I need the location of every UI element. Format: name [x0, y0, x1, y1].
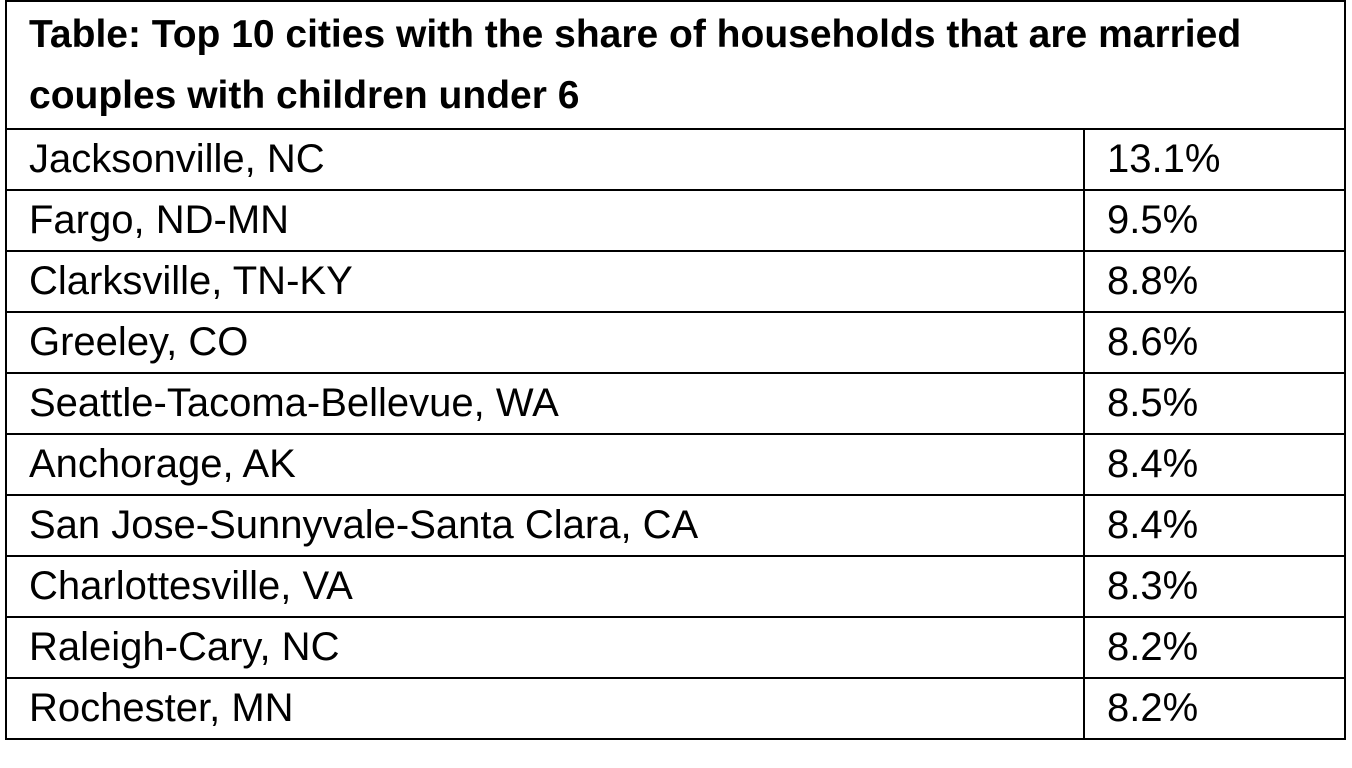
data-table: Table: Top 10 cities with the share of h… [5, 0, 1346, 740]
city-cell: Clarksville, TN-KY [5, 250, 1085, 313]
share-cell: 8.2% [1083, 677, 1346, 740]
city-cell: Anchorage, AK [5, 433, 1085, 496]
table-row: Clarksville, TN-KY 8.8% [5, 250, 1346, 313]
table-row: Jacksonville, NC 13.1% [5, 128, 1346, 191]
table-row: Charlottesville, VA 8.3% [5, 555, 1346, 618]
share-cell: 8.3% [1083, 555, 1346, 618]
share-cell: 8.4% [1083, 433, 1346, 496]
city-cell: Raleigh-Cary, NC [5, 616, 1085, 679]
city-cell: Rochester, MN [5, 677, 1085, 740]
table-row: Seattle-Tacoma-Bellevue, WA 8.5% [5, 372, 1346, 435]
share-cell: 8.6% [1083, 311, 1346, 374]
share-cell: 8.8% [1083, 250, 1346, 313]
share-cell: 9.5% [1083, 189, 1346, 252]
share-cell: 13.1% [1083, 128, 1346, 191]
table-row: Rochester, MN 8.2% [5, 677, 1346, 740]
table-row: Fargo, ND-MN 9.5% [5, 189, 1346, 252]
table-title: Table: Top 10 cities with the share of h… [5, 0, 1346, 130]
table-body: Table: Top 10 cities with the share of h… [5, 0, 1346, 740]
city-cell: Fargo, ND-MN [5, 189, 1085, 252]
table-row: Anchorage, AK 8.4% [5, 433, 1346, 496]
table-row: San Jose-Sunnyvale-Santa Clara, CA 8.4% [5, 494, 1346, 557]
share-cell: 8.2% [1083, 616, 1346, 679]
table-row: Raleigh-Cary, NC 8.2% [5, 616, 1346, 679]
city-cell: Greeley, CO [5, 311, 1085, 374]
city-cell: Charlottesville, VA [5, 555, 1085, 618]
table-row: Greeley, CO 8.6% [5, 311, 1346, 374]
city-cell: Jacksonville, NC [5, 128, 1085, 191]
city-cell: Seattle-Tacoma-Bellevue, WA [5, 372, 1085, 435]
share-cell: 8.5% [1083, 372, 1346, 435]
city-cell: San Jose-Sunnyvale-Santa Clara, CA [5, 494, 1085, 557]
share-cell: 8.4% [1083, 494, 1346, 557]
title-row: Table: Top 10 cities with the share of h… [5, 0, 1346, 130]
